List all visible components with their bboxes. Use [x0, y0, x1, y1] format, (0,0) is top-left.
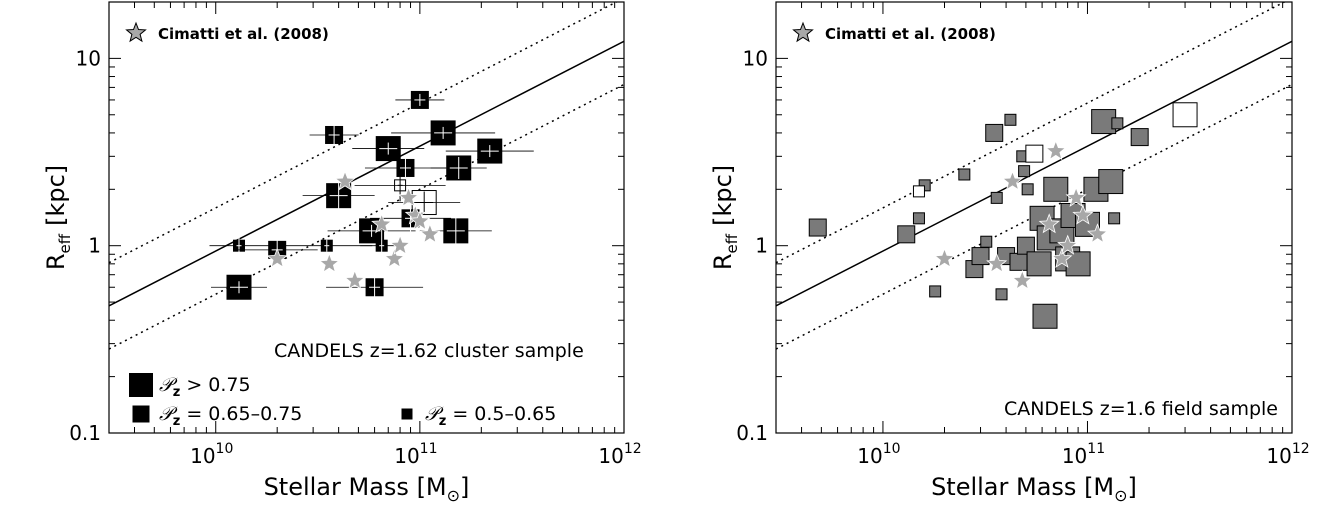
- cimatti-star-10: [1086, 223, 1109, 244]
- right-panel-field-sample: 1010 1011 1012 0.1 1 10 Stellar Mass [M⊙] Reff[…: [709, 1, 1310, 505]
- y-tick-label: 0.1: [69, 421, 101, 445]
- galaxy-square-9: [980, 235, 993, 248]
- cimatti-star-4: [1038, 213, 1060, 234]
- galaxy-points: [209, 90, 534, 300]
- plot-frame: [108, 1, 625, 434]
- relation-upper-scatter: [776, 2, 1287, 264]
- plot-frame: [775, 1, 1293, 434]
- galaxy-square-12: [995, 288, 1008, 301]
- cimatti-star-6: [389, 234, 411, 255]
- galaxy-square-20: [1025, 144, 1044, 163]
- x-tick-label: 1012: [598, 441, 641, 468]
- cimatti-star-0: [933, 247, 956, 268]
- x-axis-label: Stellar Mass [M⊙]: [931, 473, 1137, 505]
- x-tick-label: 1012: [1266, 441, 1309, 468]
- cimatti-star-6: [1051, 247, 1073, 268]
- cimatti-star-2: [1001, 170, 1024, 191]
- cimatti-points: [266, 170, 441, 290]
- galaxy-square-10: [985, 123, 1004, 142]
- galaxy-square-0: [808, 218, 827, 237]
- sample-label: CANDELS z=1.62 cluster sample: [274, 340, 584, 362]
- galaxy-points: [808, 102, 1198, 329]
- cimatti-star-9: [409, 210, 431, 231]
- cimatti-star-10: [419, 223, 441, 244]
- relation-lower-scatter: [109, 83, 624, 350]
- cimatti-star-7: [397, 186, 420, 207]
- relation-line: [776, 40, 1292, 307]
- galaxy-square-1: [897, 225, 916, 244]
- x-tick-label: 1011: [1062, 441, 1105, 468]
- cimatti-star-1: [318, 252, 340, 273]
- plot-area: [109, 2, 624, 350]
- cimatti-star-5: [383, 247, 405, 268]
- left-panel-cluster-sample: 1010 1011 1012 0.1 1 10 Stellar Mass [M⊙] Reff[…: [42, 1, 642, 505]
- cimatti-star-7: [1057, 234, 1079, 255]
- cimatti-star-3: [1011, 269, 1033, 290]
- galaxy-square-8: [971, 247, 990, 266]
- galaxy-square-6: [958, 168, 971, 181]
- galaxy-square-37: [1172, 102, 1198, 128]
- y-tick-label: 10: [743, 46, 768, 70]
- y-axis-label: Reff[kpc]: [42, 165, 74, 270]
- cimatti-star-3: [344, 269, 366, 290]
- size-legend-label: 𝒫z = 0.5–0.65: [425, 403, 556, 429]
- y-tick-label: 10: [76, 46, 101, 70]
- cimatti-star-1: [986, 252, 1008, 273]
- cimatti-star-2: [334, 170, 356, 191]
- galaxy-square-17: [1018, 165, 1031, 178]
- galaxy-square-4: [912, 185, 925, 198]
- galaxy-square-14: [1004, 113, 1017, 126]
- x-tick-label: 1011: [394, 441, 437, 468]
- cimatti-star-4: [371, 213, 393, 234]
- y-tick-label: 0.1: [736, 421, 768, 445]
- galaxy-square-5: [929, 285, 942, 298]
- cimatti-star-9: [1072, 204, 1094, 225]
- size-legend-square: [132, 405, 150, 423]
- star-legend: Cimatti et al. (2008): [792, 21, 996, 43]
- cimatti-star-0: [266, 247, 288, 268]
- plot-area: [776, 2, 1292, 350]
- galaxy-square-19: [1021, 183, 1034, 196]
- relation-upper-scatter: [109, 2, 619, 264]
- size-legend-label: 𝒫z = 0.65–0.75: [159, 403, 302, 429]
- x-tick-label: 1010: [190, 441, 233, 468]
- galaxy-square-18: [1016, 236, 1035, 255]
- legend-star-label: Cimatti et al. (2008): [825, 25, 996, 43]
- sample-label: CANDELS z=1.6 field sample: [1004, 398, 1278, 420]
- legend-star-label: Cimatti et al. (2008): [158, 25, 329, 43]
- galaxy-square-21: [1026, 251, 1052, 277]
- galaxy-square-34: [1108, 212, 1121, 225]
- galaxy-square-23: [1032, 303, 1058, 329]
- y-axis-label: Reff[kpc]: [709, 165, 741, 270]
- galaxy-square-25: [1043, 176, 1069, 202]
- size-legend-square: [129, 373, 153, 397]
- y-tick-label: 1: [88, 234, 101, 258]
- legend-star-icon: [792, 21, 814, 43]
- galaxy-square-11: [990, 191, 1003, 204]
- relation-line: [109, 40, 624, 307]
- galaxy-square-2: [912, 212, 925, 225]
- cimatti-star-8: [1065, 186, 1087, 207]
- galaxy-square-36: [1130, 128, 1149, 147]
- galaxy-square-35: [1111, 117, 1124, 130]
- legend-star-icon: [125, 21, 147, 43]
- axis-ticks: [108, 1, 625, 434]
- galaxy-square-15: [1009, 252, 1028, 271]
- x-tick-label: 1010: [857, 441, 900, 468]
- star-legend: Cimatti et al. (2008): [125, 21, 329, 43]
- axis-ticks: [775, 1, 1293, 434]
- cimatti-points: [933, 139, 1109, 290]
- cimatti-star-5: [1045, 139, 1067, 161]
- size-legend-square: [401, 408, 413, 420]
- y-tick-label: 1: [755, 234, 768, 258]
- x-axis-label: Stellar Mass [M⊙]: [264, 473, 470, 505]
- size-legend-label: 𝒫z > 0.75: [159, 374, 251, 400]
- galaxy-square-33: [1098, 169, 1124, 195]
